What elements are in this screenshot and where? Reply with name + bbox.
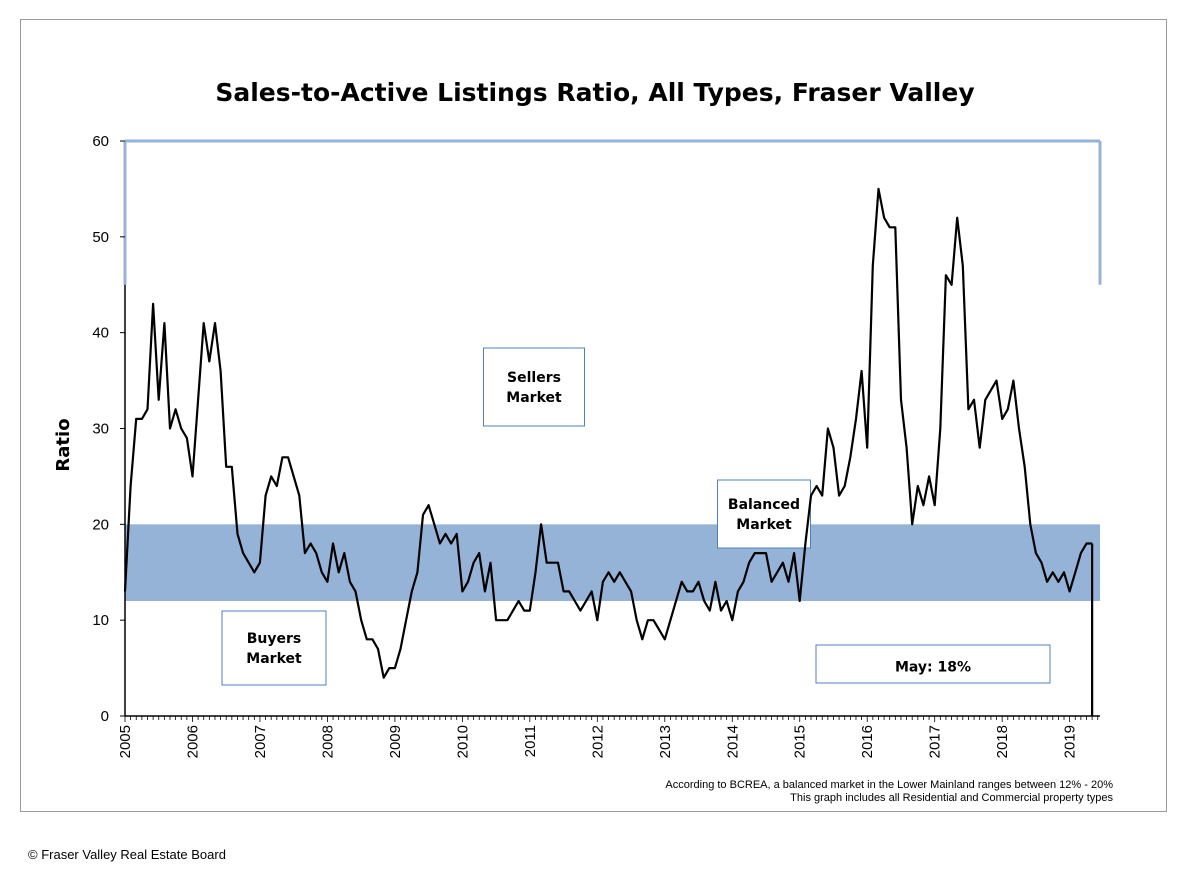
annotation-box-layer: Sellers Market Buyers Market May: 18% Balance… (221, 347, 1051, 686)
sellers-market-label: Market (506, 390, 562, 406)
balanced-market-label: Balanced (728, 497, 800, 513)
x-tick-label: 2015 (792, 725, 809, 758)
y-axis-label: Ratio (53, 418, 74, 471)
note-property-types: This graph includes all Residential and … (790, 792, 1113, 804)
x-tick-label: 2011 (522, 725, 539, 757)
sellers-market-label: Sellers (507, 370, 561, 386)
x-tick-label: 2007 (252, 725, 269, 758)
latest-value-label: May: 18% (895, 659, 971, 675)
chart-title: Sales-to-Active Listings Ratio, All Type… (215, 78, 974, 107)
buyers-market-label: Market (246, 651, 302, 667)
x-tick-label: 2006 (184, 725, 201, 758)
y-tick-label: 20 (92, 516, 109, 533)
balanced-market-band (125, 524, 1100, 601)
y-tick-label: 10 (92, 612, 109, 629)
x-tick-label: 2008 (319, 725, 336, 758)
y-tick-label: 0 (101, 708, 109, 725)
line-layer (123, 187, 1094, 716)
buyers-market-box (221, 610, 327, 686)
x-tick-label: 2018 (994, 725, 1011, 758)
tick-layer: 0 10 20 30 40 50 60 2005 2006 2007 2008 2009 2010 201… (92, 133, 1099, 758)
x-tick-label: 2013 (657, 725, 674, 758)
axis-layer (123, 139, 1102, 717)
sellers-market-box (483, 347, 585, 427)
x-tick-label: 2010 (454, 725, 471, 758)
balanced-market-label: Market (736, 517, 792, 533)
x-tick-label: 2016 (859, 725, 876, 758)
note-balanced-range: According to BCREA, a balanced market in… (665, 779, 1113, 791)
x-tick-label: 2017 (927, 725, 944, 758)
balanced-band-layer (125, 524, 1100, 601)
balanced-market-box (717, 479, 811, 549)
y-tick-label: 60 (92, 133, 109, 150)
latest-value-box (815, 644, 1051, 684)
x-tick-label: 2005 (117, 725, 134, 758)
buyers-market-label: Buyers (247, 631, 302, 647)
ratio-line (123, 187, 1093, 679)
copyright-text: © Fraser Valley Real Estate Board (28, 847, 226, 862)
y-tick-label: 30 (92, 421, 109, 438)
y-tick-label: 40 (92, 325, 109, 342)
y-tick-label: 50 (92, 229, 109, 246)
x-tick-label: 2014 (724, 725, 741, 758)
x-tick-label: 2009 (387, 725, 404, 758)
x-tick-label: 2012 (589, 725, 606, 758)
x-tick-label: 2019 (1062, 725, 1079, 758)
